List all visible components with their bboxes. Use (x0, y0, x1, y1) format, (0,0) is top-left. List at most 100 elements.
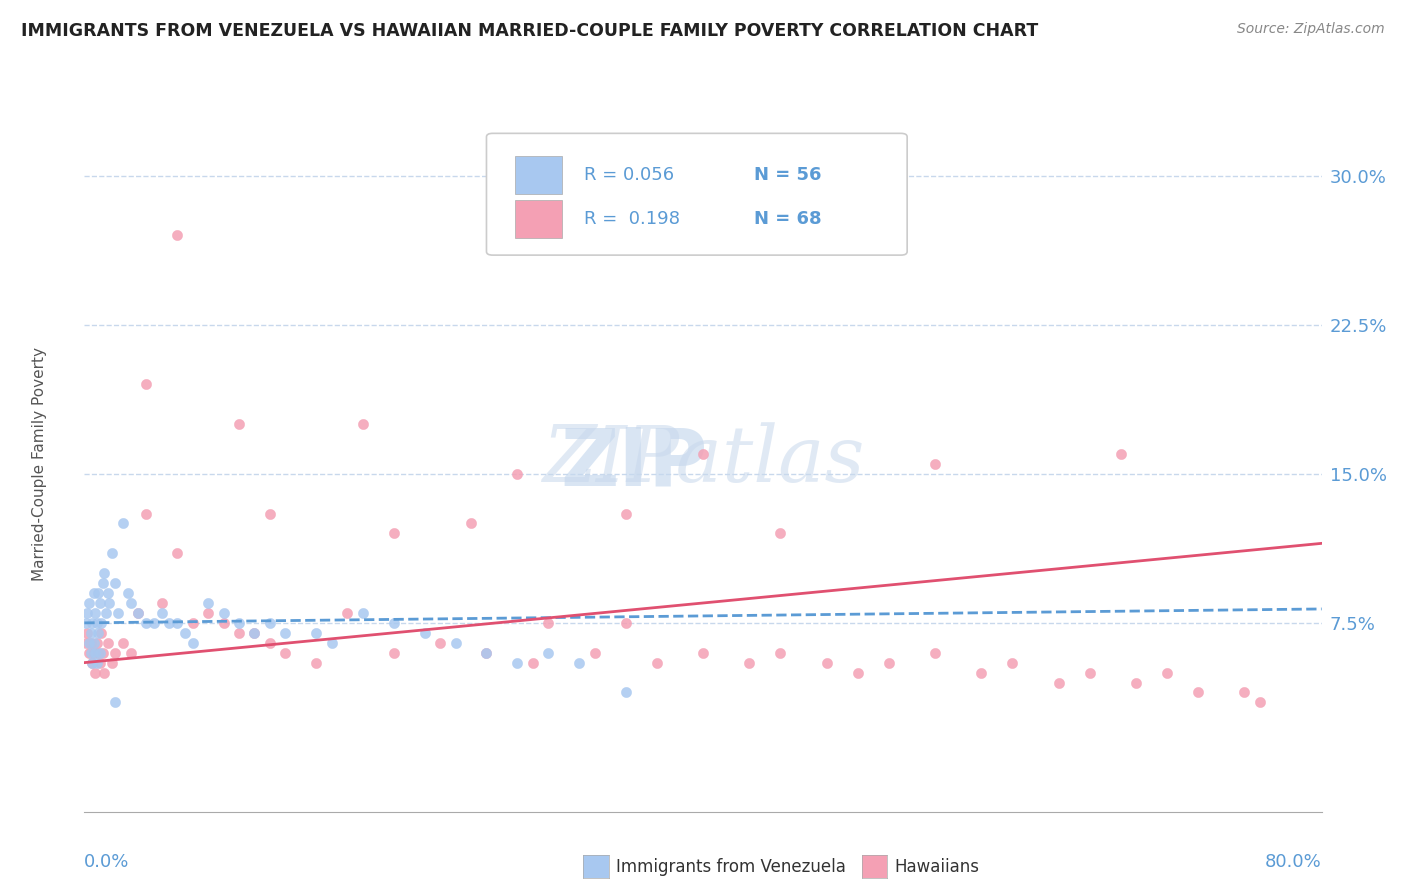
Point (96, 586, 118, 600)
Point (212, 606, 235, 620)
Point (1047, 675, 1070, 690)
Point (77, 646, 100, 660)
Point (143, 615, 166, 630)
Point (90, 615, 112, 630)
Point (692, 646, 714, 660)
Point (104, 576, 127, 591)
Point (107, 606, 129, 620)
Point (429, 636, 451, 650)
Point (181, 636, 204, 650)
Point (89, 596, 111, 610)
Point (460, 516, 482, 531)
Point (98, 596, 121, 610)
Point (274, 625, 297, 640)
Point (93, 566, 115, 581)
Point (537, 615, 560, 630)
Text: ZIP: ZIP (561, 425, 820, 503)
Point (506, 656, 529, 670)
Point (166, 228, 188, 243)
Point (135, 507, 157, 521)
Point (76, 625, 98, 640)
Point (87, 586, 110, 600)
FancyBboxPatch shape (486, 134, 907, 255)
Point (104, 646, 127, 660)
Bar (515, 156, 562, 194)
Point (1078, 665, 1101, 680)
Point (166, 546, 188, 560)
Point (77, 596, 100, 610)
Point (259, 615, 281, 630)
Point (159, 615, 180, 630)
Point (506, 467, 529, 481)
Point (305, 656, 328, 670)
Point (86, 656, 108, 670)
Text: Source: ZipAtlas.com: Source: ZipAtlas.com (1237, 22, 1385, 37)
Point (96, 636, 118, 650)
Point (1233, 685, 1256, 699)
Point (112, 636, 135, 650)
Point (522, 656, 544, 670)
Point (413, 625, 436, 640)
Text: R = 0.056: R = 0.056 (585, 166, 675, 184)
Point (84, 606, 107, 620)
Point (305, 625, 328, 640)
Point (181, 615, 204, 630)
Point (382, 615, 405, 630)
Point (120, 596, 142, 610)
Point (86, 636, 108, 650)
Point (970, 665, 993, 680)
Point (228, 417, 250, 431)
Point (101, 546, 124, 560)
Point (243, 625, 266, 640)
Point (127, 606, 149, 620)
Point (79, 625, 101, 640)
Point (135, 615, 157, 630)
Point (815, 656, 838, 670)
Point (444, 636, 467, 650)
Point (1125, 675, 1147, 690)
Point (101, 656, 124, 670)
Point (87, 646, 110, 660)
Point (336, 606, 359, 620)
Point (924, 646, 946, 660)
Point (197, 606, 219, 620)
Point (135, 377, 157, 392)
Text: 80.0%: 80.0% (1265, 854, 1322, 871)
Point (79, 646, 101, 660)
Point (645, 656, 668, 670)
Text: R =  0.198: R = 0.198 (585, 210, 681, 228)
Point (1187, 685, 1209, 699)
Text: IMMIGRANTS FROM VENEZUELA VS HAWAIIAN MARRIED-COUPLE FAMILY POVERTY CORRELATION : IMMIGRANTS FROM VENEZUELA VS HAWAIIAN MA… (21, 22, 1039, 40)
Point (924, 457, 946, 471)
Point (90, 625, 112, 640)
Point (1249, 695, 1271, 709)
Point (568, 656, 591, 670)
Point (738, 656, 761, 670)
Bar (515, 200, 562, 238)
Point (769, 646, 792, 660)
Point (1156, 665, 1178, 680)
Point (82, 615, 104, 630)
Point (614, 685, 637, 699)
Point (259, 636, 281, 650)
Point (197, 596, 219, 610)
Text: 0.0%: 0.0% (84, 854, 129, 871)
Point (166, 615, 188, 630)
Point (127, 606, 149, 620)
Point (86, 615, 108, 630)
Point (212, 615, 235, 630)
Point (243, 625, 266, 640)
Point (91, 576, 114, 591)
Point (692, 447, 714, 461)
Point (228, 615, 250, 630)
Point (321, 636, 343, 650)
Point (259, 507, 281, 521)
Point (475, 646, 498, 660)
Text: ZIP: ZIP (561, 425, 709, 503)
Point (150, 596, 173, 610)
Point (228, 625, 250, 640)
Text: Hawaiians: Hawaiians (894, 858, 979, 876)
Point (84, 646, 107, 660)
Point (120, 646, 142, 660)
Point (77, 636, 100, 650)
